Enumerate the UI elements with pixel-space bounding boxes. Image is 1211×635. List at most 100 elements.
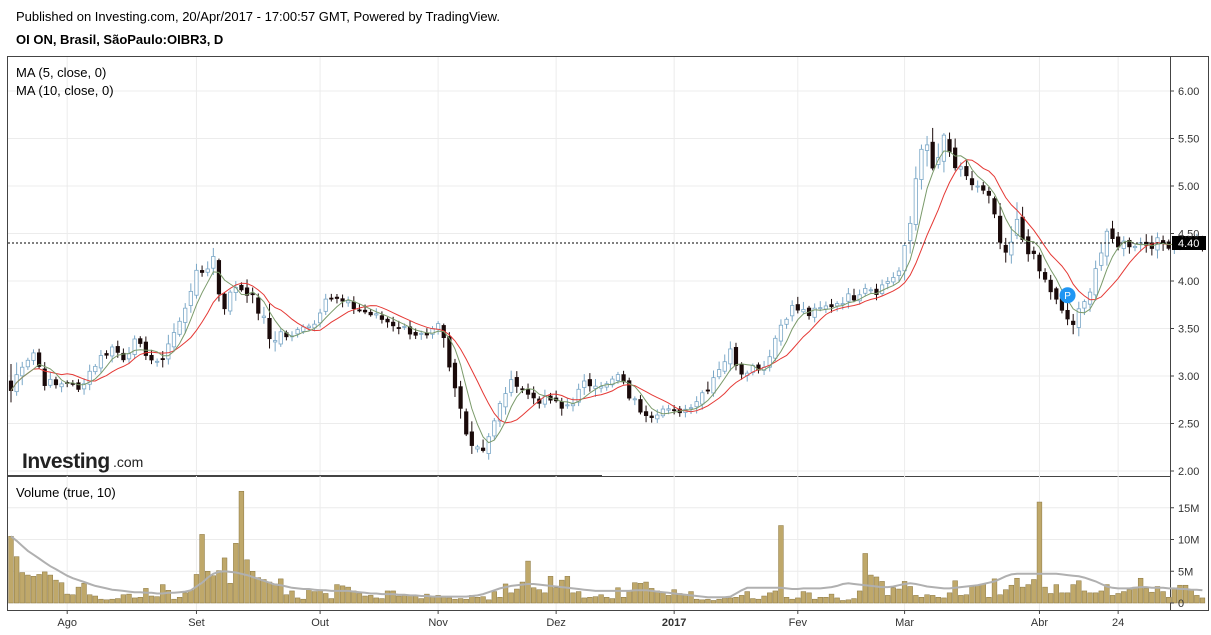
candle — [273, 331, 278, 352]
candle — [503, 386, 508, 415]
candle — [171, 323, 177, 352]
candle — [525, 383, 531, 400]
volume-bar — [531, 587, 537, 604]
volume-bar — [1070, 584, 1076, 604]
candle — [379, 311, 385, 324]
time-tick-label: Fev — [789, 617, 808, 629]
candle — [998, 203, 1003, 250]
volume-bar — [103, 599, 110, 604]
volume-bar — [497, 597, 503, 604]
candle — [1093, 260, 1098, 301]
candle — [464, 408, 469, 437]
volume-pane-frame — [7, 476, 1171, 611]
volume-bar — [266, 581, 273, 604]
volume-bar — [261, 579, 267, 604]
volume-bar — [176, 597, 183, 604]
candle — [166, 334, 171, 365]
candle — [891, 272, 896, 285]
candle — [1042, 268, 1048, 283]
candle — [784, 317, 789, 329]
volume-bar — [918, 597, 925, 604]
volume-bar — [407, 595, 413, 604]
legend-volume: Volume (true, 10) — [16, 485, 116, 500]
volume-bar — [834, 597, 840, 604]
candle — [851, 288, 857, 303]
volume-bar — [182, 592, 188, 604]
candle — [132, 335, 137, 360]
volume-bar — [744, 591, 750, 604]
candle — [194, 263, 199, 299]
volume-bar — [592, 596, 599, 604]
candle — [599, 381, 604, 393]
volume-axis-labels: 0 5M 10M 15M — [1170, 503, 1199, 610]
volume-bar — [390, 590, 396, 604]
volume-bar — [19, 572, 25, 604]
volume-bar — [547, 576, 554, 604]
candle — [554, 390, 559, 403]
volume-bar — [913, 595, 919, 604]
candle — [346, 296, 351, 307]
volume-bar — [188, 590, 194, 604]
last-price-label: 4.40 — [1172, 236, 1206, 250]
candle — [183, 303, 188, 334]
candle — [1144, 234, 1149, 253]
candle — [908, 216, 913, 254]
candle — [216, 258, 222, 302]
volume-bar — [986, 597, 992, 604]
volume-bar — [901, 581, 908, 604]
volume-bar — [457, 598, 464, 604]
volume-bar — [311, 591, 318, 604]
volume-bar — [25, 574, 31, 604]
candle — [31, 349, 36, 365]
volume-bar — [115, 598, 121, 604]
volume-bar — [42, 571, 48, 604]
volume-bar — [935, 597, 941, 604]
candle — [795, 296, 800, 314]
volume-bar — [480, 596, 486, 604]
volume-bar — [238, 490, 245, 604]
candle — [711, 370, 716, 397]
volume-bar — [441, 597, 447, 604]
candle — [520, 386, 525, 394]
candle — [857, 289, 862, 305]
volume-bar — [772, 590, 778, 604]
volume-bar — [738, 595, 745, 604]
candle — [986, 186, 991, 204]
volume-bar — [800, 591, 807, 604]
volume-bar — [81, 583, 87, 604]
volume-bar — [1104, 584, 1110, 604]
volume-bar — [553, 587, 559, 604]
candle — [177, 317, 182, 337]
volume-bar — [783, 597, 790, 604]
candle — [278, 327, 283, 347]
volume-bar — [92, 595, 98, 604]
candle — [385, 317, 390, 328]
price-tick-label: 4.00 — [1178, 276, 1199, 288]
volume-bar — [997, 594, 1003, 604]
candle — [846, 287, 851, 309]
candle — [1076, 301, 1081, 337]
candle — [14, 362, 19, 396]
candle — [256, 293, 261, 321]
volume-bar — [278, 578, 284, 604]
volume-bar — [705, 598, 711, 604]
volume-bar — [1093, 592, 1099, 604]
volume-bar — [1149, 591, 1155, 604]
volume-bar — [1014, 577, 1020, 604]
volume-bar — [401, 594, 408, 604]
volume-bar — [564, 576, 571, 604]
candle — [593, 379, 598, 397]
volume-bar — [941, 597, 947, 604]
volume-bar — [688, 591, 694, 604]
volume-bar — [412, 595, 419, 604]
volume-bar — [379, 598, 385, 604]
candle — [53, 376, 59, 389]
volume-bar — [598, 594, 604, 604]
time-tick-label: 2017 — [662, 617, 686, 629]
candle — [863, 283, 868, 297]
volume-bar — [227, 583, 233, 604]
p-marker[interactable]: P — [1059, 287, 1076, 304]
volume-bar — [856, 590, 863, 604]
candle — [576, 383, 581, 407]
